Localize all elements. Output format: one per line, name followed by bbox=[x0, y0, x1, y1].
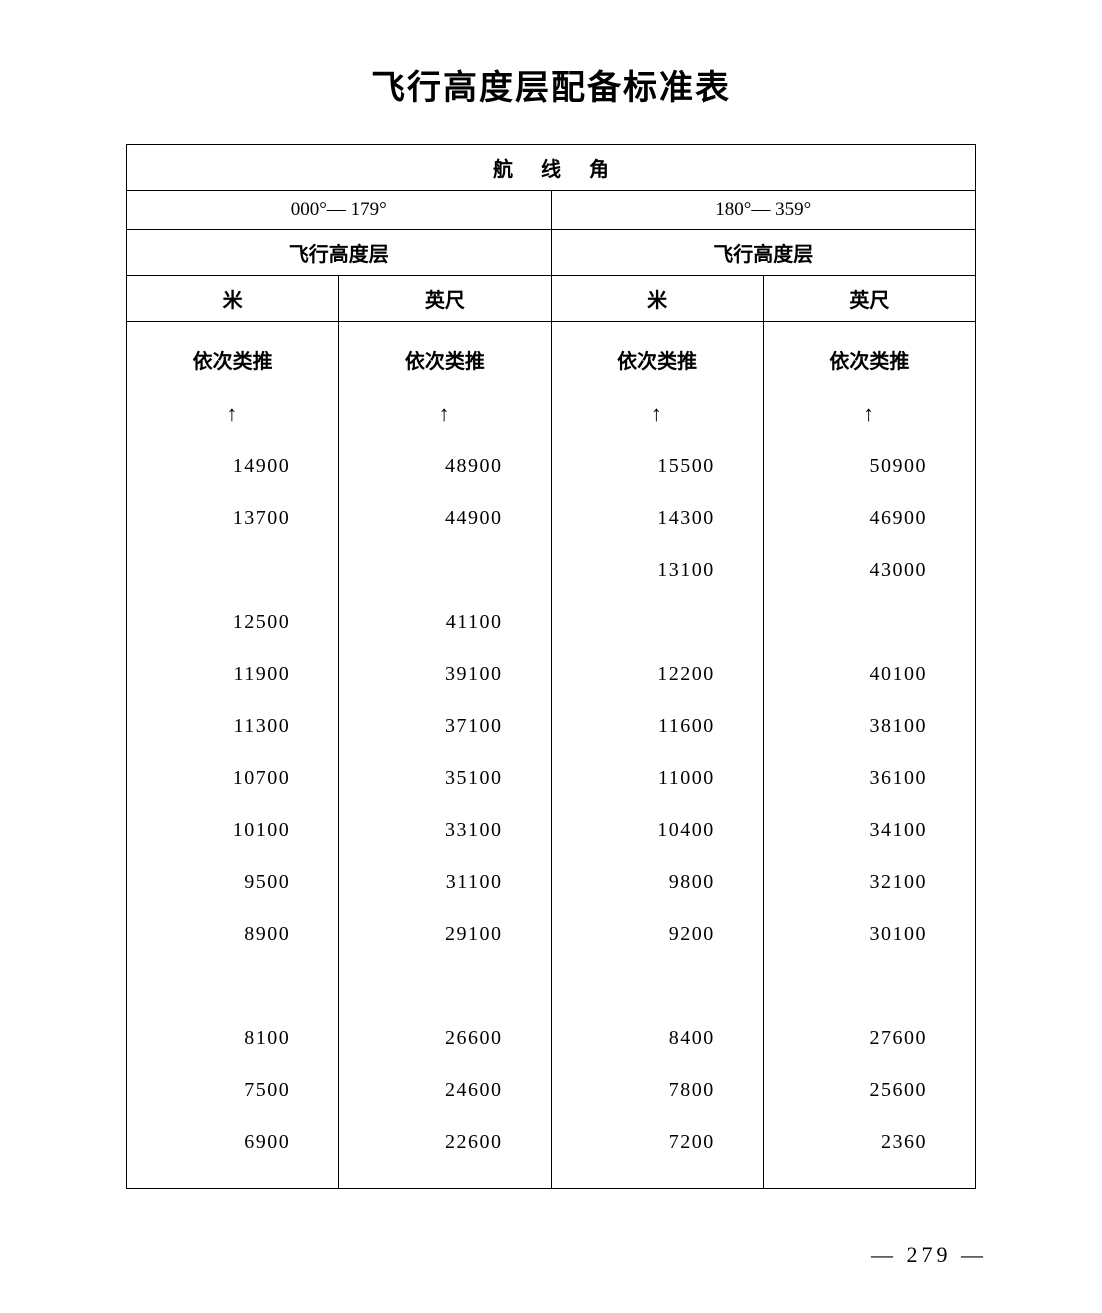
table-cell: 8100 bbox=[127, 1012, 338, 1064]
table-cell bbox=[127, 544, 338, 596]
table-cell: 12200 bbox=[552, 648, 763, 700]
table-cell: 9800 bbox=[552, 856, 763, 908]
table-body: 依次类推↑1490013700 125001190011300107001010… bbox=[127, 322, 975, 1188]
table-cell: 24600 bbox=[339, 1064, 550, 1116]
table-cell: 10100 bbox=[127, 804, 338, 856]
table-cell: 依次类推 bbox=[764, 336, 975, 388]
table-cell: 36100 bbox=[764, 752, 975, 804]
table-cell: ↑ bbox=[339, 388, 550, 440]
table-cell: 9500 bbox=[127, 856, 338, 908]
table-cell: 11300 bbox=[127, 700, 338, 752]
unit-meters-2: 米 bbox=[552, 276, 764, 321]
table-cell: 35100 bbox=[339, 752, 550, 804]
table-cell: 依次类推 bbox=[339, 336, 550, 388]
table-cell: 8400 bbox=[552, 1012, 763, 1064]
table-cell: 9200 bbox=[552, 908, 763, 960]
table-header-route-angle: 航线角 bbox=[127, 145, 975, 191]
table-cell: 6900 bbox=[127, 1116, 338, 1168]
table-cell: 8900 bbox=[127, 908, 338, 960]
table-cell bbox=[339, 544, 550, 596]
table-cell: 48900 bbox=[339, 440, 550, 492]
table-cell bbox=[339, 960, 550, 1012]
table-cell: 44900 bbox=[339, 492, 550, 544]
page-title: 飞行高度层配备标准表 bbox=[60, 60, 1042, 109]
table-cell: 15500 bbox=[552, 440, 763, 492]
table-cell: 14900 bbox=[127, 440, 338, 492]
altitude-table: 航线角 000°— 179° 180°— 359° 飞行高度层 飞行高度层 米 … bbox=[126, 144, 976, 1189]
table-cell: 33100 bbox=[339, 804, 550, 856]
table-cell: 34100 bbox=[764, 804, 975, 856]
table-header-angle-ranges: 000°— 179° 180°— 359° bbox=[127, 191, 975, 230]
table-cell: 40100 bbox=[764, 648, 975, 700]
angle-range-left: 000°— 179° bbox=[127, 191, 552, 229]
table-column: 依次类推↑509004690043000 4010038100361003410… bbox=[764, 322, 975, 1188]
table-cell bbox=[764, 596, 975, 648]
table-column: 依次类推↑4890044900 411003910037100351003310… bbox=[339, 322, 551, 1188]
table-column: 依次类推↑1490013700 125001190011300107001010… bbox=[127, 322, 339, 1188]
flight-level-label-left: 飞行高度层 bbox=[127, 230, 552, 275]
table-cell: 43000 bbox=[764, 544, 975, 596]
table-cell: 依次类推 bbox=[552, 336, 763, 388]
table-cell: 13100 bbox=[552, 544, 763, 596]
table-cell: 7200 bbox=[552, 1116, 763, 1168]
table-cell: 13700 bbox=[127, 492, 338, 544]
page-number: — 279 — bbox=[871, 1242, 987, 1268]
table-cell: 7800 bbox=[552, 1064, 763, 1116]
table-cell: 39100 bbox=[339, 648, 550, 700]
table-cell bbox=[127, 960, 338, 1012]
table-cell: ↑ bbox=[127, 388, 338, 440]
table-cell: 11900 bbox=[127, 648, 338, 700]
table-cell: 2360 bbox=[764, 1116, 975, 1168]
table-cell: 31100 bbox=[339, 856, 550, 908]
table-cell: 30100 bbox=[764, 908, 975, 960]
table-cell: 37100 bbox=[339, 700, 550, 752]
flight-level-label-right: 飞行高度层 bbox=[552, 230, 976, 275]
unit-feet-1: 英尺 bbox=[339, 276, 551, 321]
table-cell bbox=[552, 960, 763, 1012]
table-header-units: 米 英尺 米 英尺 bbox=[127, 276, 975, 322]
table-cell: 7500 bbox=[127, 1064, 338, 1116]
table-cell: 27600 bbox=[764, 1012, 975, 1064]
table-cell: 依次类推 bbox=[127, 336, 338, 388]
table-cell bbox=[552, 596, 763, 648]
table-cell: 22600 bbox=[339, 1116, 550, 1168]
table-cell: 38100 bbox=[764, 700, 975, 752]
table-column: 依次类推↑155001430013100 1220011600110001040… bbox=[552, 322, 764, 1188]
table-cell: 14300 bbox=[552, 492, 763, 544]
table-cell: 11600 bbox=[552, 700, 763, 752]
table-cell: 29100 bbox=[339, 908, 550, 960]
table-cell: 46900 bbox=[764, 492, 975, 544]
table-header-level-labels: 飞行高度层 飞行高度层 bbox=[127, 230, 975, 276]
table-cell: 10700 bbox=[127, 752, 338, 804]
table-cell: 26600 bbox=[339, 1012, 550, 1064]
table-cell bbox=[764, 960, 975, 1012]
table-cell: 25600 bbox=[764, 1064, 975, 1116]
table-cell: 10400 bbox=[552, 804, 763, 856]
table-cell: 32100 bbox=[764, 856, 975, 908]
unit-feet-2: 英尺 bbox=[764, 276, 975, 321]
table-cell: ↑ bbox=[764, 388, 975, 440]
angle-range-right: 180°— 359° bbox=[552, 191, 976, 229]
table-cell: 41100 bbox=[339, 596, 550, 648]
table-cell: ↑ bbox=[552, 388, 763, 440]
table-cell: 11000 bbox=[552, 752, 763, 804]
table-cell: 12500 bbox=[127, 596, 338, 648]
table-cell: 50900 bbox=[764, 440, 975, 492]
unit-meters-1: 米 bbox=[127, 276, 339, 321]
